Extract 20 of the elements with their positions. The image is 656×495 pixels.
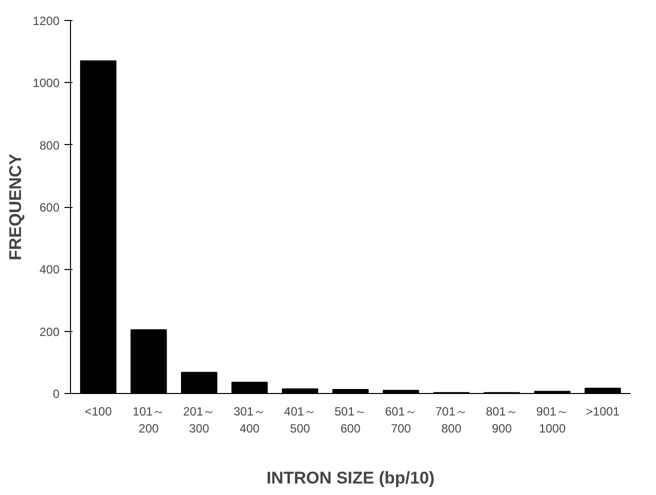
y-tick-label: 800 — [39, 138, 60, 152]
y-tick-label: 0 — [52, 387, 60, 401]
x-tick-label: <100 — [84, 404, 112, 418]
y-axis-title: FREQUENCY — [6, 152, 25, 260]
x-tick-label: 801～ 900 — [486, 404, 518, 436]
x-tick-label: 501～ 600 — [334, 404, 367, 436]
x-tick-label: 401～ 500 — [284, 404, 316, 436]
x-tick-label: 301～ 400 — [234, 404, 266, 436]
y-tick-label: 400 — [39, 262, 60, 277]
x-axis-title: INTRON SIZE (bp/10) — [266, 468, 435, 488]
x-tick-label: 701～ 800 — [435, 404, 468, 436]
x-tick-label: 201～ 300 — [183, 404, 216, 436]
x-tick-label: 901～ 1000 — [536, 404, 568, 436]
y-tick-label: 200 — [39, 324, 60, 339]
y-tick-label: 600 — [39, 200, 60, 214]
x-tick-label: 601～ 700 — [384, 404, 417, 436]
y-tick-label: 1000 — [32, 76, 60, 90]
x-tick-label: 101～ 200 — [132, 404, 165, 436]
x-tick-label: >1001 — [586, 404, 620, 418]
y-tick-label: 1200 — [32, 14, 60, 28]
